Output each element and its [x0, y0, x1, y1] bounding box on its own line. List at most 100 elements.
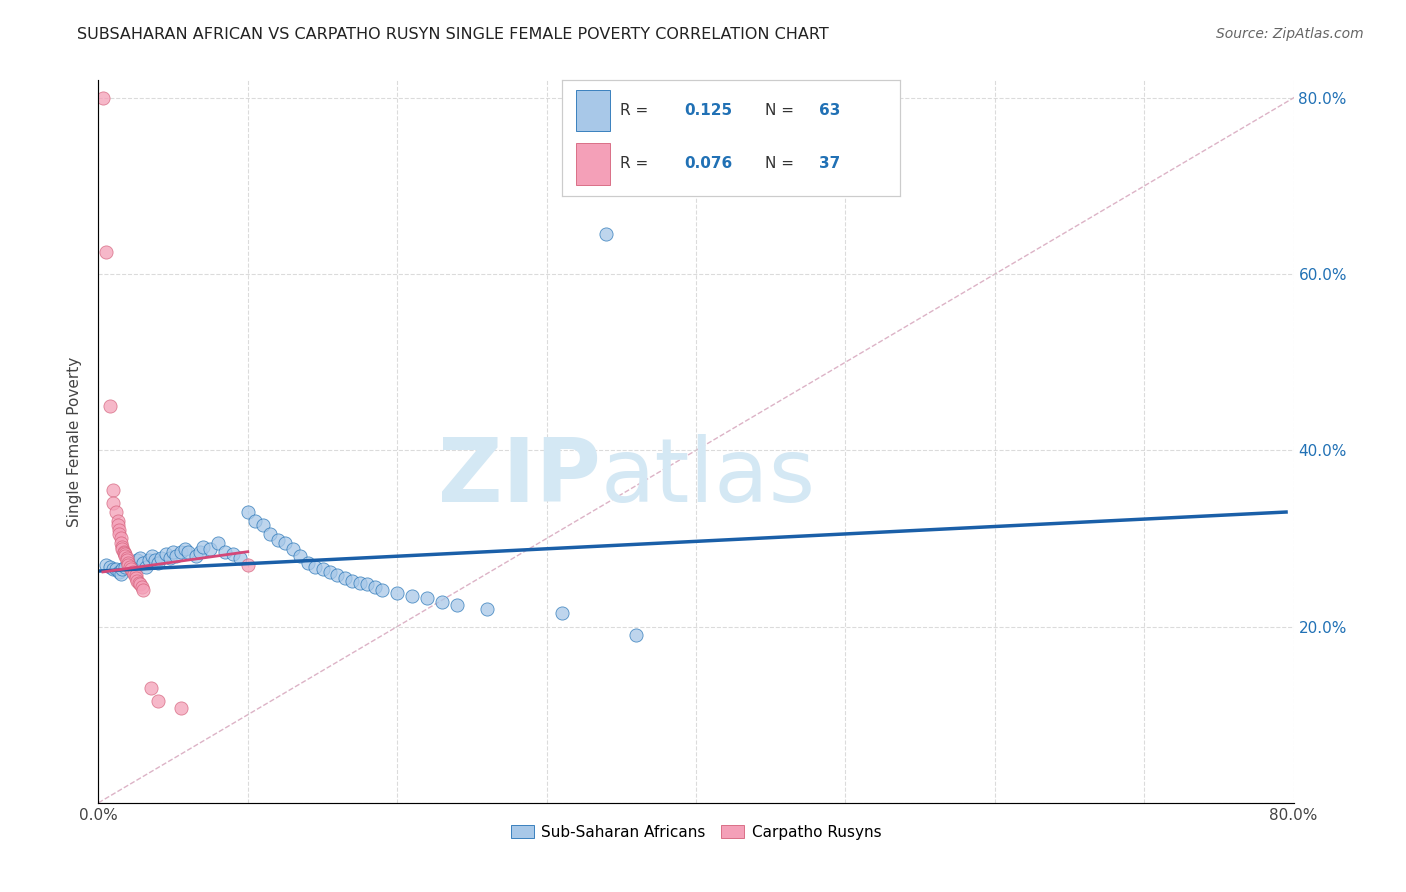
Y-axis label: Single Female Poverty: Single Female Poverty — [67, 357, 83, 526]
Point — [127, 553, 149, 567]
Point — [91, 91, 114, 105]
Point — [595, 227, 617, 242]
Point — [349, 575, 371, 590]
Point — [107, 514, 129, 528]
Text: 0.076: 0.076 — [683, 156, 733, 171]
Point — [155, 547, 177, 561]
Point — [94, 558, 117, 572]
Point — [111, 541, 134, 555]
Point — [169, 544, 191, 558]
Point — [103, 483, 125, 497]
Point — [333, 571, 356, 585]
Point — [117, 558, 139, 572]
Point — [236, 505, 259, 519]
Point — [342, 574, 364, 588]
Point — [112, 544, 135, 558]
Point — [114, 549, 136, 563]
Point — [200, 542, 222, 557]
Point — [141, 549, 163, 563]
Point — [125, 559, 148, 574]
Point — [98, 559, 122, 574]
Point — [108, 527, 131, 541]
Point — [111, 542, 134, 557]
Point — [110, 566, 132, 581]
Point — [118, 559, 141, 574]
Point — [124, 566, 146, 581]
Point — [98, 399, 122, 413]
Point — [267, 533, 290, 548]
Point — [430, 595, 453, 609]
Point — [107, 518, 129, 533]
Point — [446, 598, 468, 612]
Text: N =: N = — [765, 103, 794, 118]
Point — [129, 550, 152, 565]
Point — [108, 565, 131, 579]
Point — [364, 580, 387, 594]
Text: R =: R = — [620, 156, 648, 171]
Point — [105, 505, 128, 519]
Text: atlas: atlas — [600, 434, 815, 521]
Point — [245, 514, 267, 528]
Point — [121, 565, 143, 579]
Point — [356, 577, 378, 591]
Point — [184, 549, 207, 563]
Point — [252, 518, 274, 533]
Point — [150, 550, 173, 565]
Point — [188, 544, 211, 558]
Point — [125, 571, 148, 585]
Point — [207, 536, 229, 550]
Point — [148, 556, 170, 570]
Point — [117, 556, 139, 570]
Bar — [576, 143, 610, 185]
Point — [159, 550, 181, 565]
Point — [103, 496, 125, 510]
Point — [304, 559, 326, 574]
Point — [229, 550, 252, 565]
Point — [110, 532, 132, 546]
Point — [114, 547, 136, 561]
Point — [125, 568, 148, 582]
Text: 37: 37 — [818, 156, 841, 171]
Point — [177, 544, 200, 558]
Point — [115, 553, 138, 567]
Point — [117, 556, 139, 570]
Point — [120, 558, 142, 572]
Point — [288, 549, 311, 563]
Point — [129, 577, 152, 591]
Point — [103, 562, 125, 576]
Bar — [576, 89, 610, 131]
Point — [127, 574, 149, 588]
Text: R =: R = — [620, 103, 648, 118]
Point — [385, 586, 409, 600]
Point — [371, 582, 394, 597]
Text: ZIP: ZIP — [437, 434, 600, 521]
Point — [94, 245, 117, 260]
Point — [115, 550, 138, 565]
Text: N =: N = — [765, 156, 794, 171]
Point — [128, 575, 150, 590]
Point — [139, 681, 162, 696]
Text: 0.125: 0.125 — [683, 103, 733, 118]
Point — [626, 628, 648, 642]
Point — [401, 589, 423, 603]
Point — [105, 562, 128, 576]
Point — [143, 553, 166, 567]
Point — [111, 562, 134, 576]
Point — [259, 527, 281, 541]
Point — [550, 607, 572, 621]
Point — [148, 694, 170, 708]
Point — [114, 559, 136, 574]
Point — [120, 562, 142, 576]
Point — [108, 523, 131, 537]
Legend: Sub-Saharan Africans, Carpatho Rusyns: Sub-Saharan Africans, Carpatho Rusyns — [505, 819, 887, 846]
Point — [162, 544, 184, 558]
Point — [214, 544, 236, 558]
Point — [174, 542, 197, 557]
Text: Source: ZipAtlas.com: Source: ZipAtlas.com — [1216, 27, 1364, 41]
Point — [131, 580, 153, 594]
Text: SUBSAHARAN AFRICAN VS CARPATHO RUSYN SINGLE FEMALE POVERTY CORRELATION CHART: SUBSAHARAN AFRICAN VS CARPATHO RUSYN SIN… — [77, 27, 830, 42]
Point — [222, 547, 245, 561]
Point — [165, 549, 187, 563]
Point — [112, 546, 135, 560]
Point — [236, 558, 259, 572]
